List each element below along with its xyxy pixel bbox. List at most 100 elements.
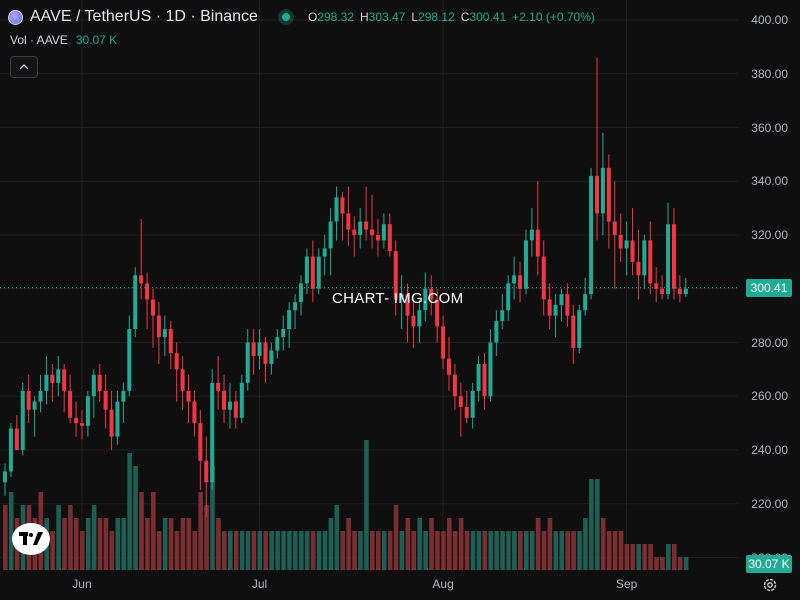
candle (458, 382, 463, 437)
candle-body (666, 224, 671, 295)
volume-bar (257, 531, 263, 570)
candle (145, 272, 150, 330)
candle-body (20, 390, 25, 450)
symbol-title[interactable]: AAVE / TetherUS · 1D · Binance (30, 8, 258, 25)
ohlc-open-value: 298.32 (317, 10, 354, 24)
volume-bar (109, 531, 115, 570)
volume-bar (3, 505, 8, 570)
candle (364, 186, 369, 241)
candle-body (115, 401, 120, 437)
candle-body (553, 304, 558, 316)
candle (660, 275, 665, 300)
candle-body (3, 471, 7, 483)
volume-bar (216, 518, 221, 570)
tradingview-logo[interactable] (12, 523, 50, 555)
market-status-icon[interactable] (281, 13, 290, 21)
volume-legend-label[interactable]: Vol · AAVE (10, 33, 68, 47)
collapse-legend-button[interactable] (10, 56, 38, 78)
candle (666, 202, 671, 300)
candle-body (535, 229, 540, 257)
candle (186, 374, 191, 424)
candle (198, 409, 203, 491)
candle (370, 194, 375, 249)
volume-bar (299, 531, 304, 570)
volume-bar (121, 518, 126, 570)
aave-coin-icon[interactable] (8, 9, 23, 25)
candle-body (571, 315, 576, 348)
volume-bar (600, 518, 606, 570)
candle-body (68, 390, 73, 418)
volume-bar (523, 531, 529, 570)
candle-body (423, 288, 428, 311)
candle-body (458, 396, 463, 407)
candle-body (375, 235, 380, 241)
candle-body (310, 256, 315, 289)
candle-body (393, 251, 398, 300)
candle-body (162, 329, 167, 338)
candle (304, 248, 309, 295)
volume-bar (204, 505, 209, 570)
candle (677, 275, 682, 303)
volume-bar (322, 531, 328, 570)
candle (85, 390, 90, 437)
candle (162, 315, 167, 356)
candle (263, 337, 268, 383)
volume-bar (139, 492, 144, 570)
candle-body (8, 428, 13, 472)
volume-bar (488, 531, 494, 570)
candle (79, 409, 84, 440)
volume-bar (233, 531, 239, 570)
volume-bar (506, 531, 511, 570)
candle-body (346, 213, 351, 230)
candle (565, 283, 570, 327)
candle (251, 329, 256, 375)
volume-bar (381, 531, 387, 570)
time-axis-label: Aug (432, 577, 454, 591)
candle-body (559, 294, 564, 305)
volume-bar (352, 531, 357, 570)
volume-bar (683, 557, 689, 570)
volume-bar (156, 531, 162, 570)
volume-bar (358, 531, 363, 570)
candle (180, 355, 185, 410)
candle-body (381, 224, 386, 241)
candle (192, 390, 197, 437)
candle (168, 321, 173, 370)
candle (417, 299, 422, 343)
volume-bar (547, 518, 553, 570)
candle-body (583, 294, 588, 311)
grid (0, 0, 738, 570)
candle (293, 294, 298, 330)
volume-bar (630, 544, 636, 570)
candle (506, 275, 511, 321)
volume-bar (441, 531, 446, 570)
candle (38, 374, 43, 413)
candle (8, 423, 13, 477)
ohlc-readout: O298.32 H303.47 L298.12 C300.41 +2.10 (+… (308, 10, 595, 24)
candle-body (174, 353, 179, 370)
candle (523, 229, 528, 295)
candle (630, 208, 635, 276)
settings-gear-icon[interactable] (762, 577, 778, 593)
candle (275, 329, 280, 359)
volume-bar (281, 531, 286, 570)
volume-bar (677, 557, 683, 570)
watermark: CHART- IMG.COM (332, 290, 464, 307)
candle-body (488, 342, 493, 397)
volume-bar (97, 518, 103, 570)
volume-bar (618, 531, 624, 570)
candle (115, 390, 120, 445)
volume-bar (666, 544, 671, 570)
candle-body (370, 229, 375, 235)
candle-body (630, 240, 635, 262)
volume-bar (210, 466, 215, 570)
candle-body (44, 374, 49, 391)
volume-bar (168, 518, 174, 570)
volume-bar (500, 531, 505, 570)
candle-body (624, 240, 629, 249)
volume-bar (85, 518, 91, 570)
candle (352, 216, 357, 257)
candle-body (62, 369, 67, 391)
candle (618, 213, 623, 262)
